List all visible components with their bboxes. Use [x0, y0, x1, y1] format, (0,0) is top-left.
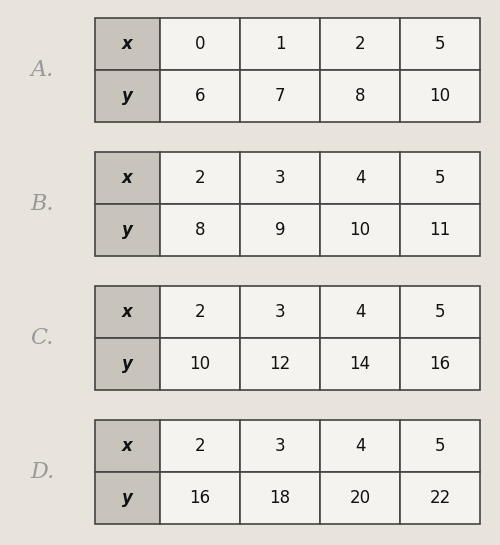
- Text: 5: 5: [435, 35, 446, 53]
- Bar: [240, 420, 320, 472]
- Text: 2: 2: [194, 303, 205, 321]
- Bar: [95, 472, 160, 524]
- Text: C.: C.: [30, 327, 54, 349]
- Text: 10: 10: [430, 87, 450, 105]
- Text: 5: 5: [435, 169, 446, 187]
- Bar: [240, 204, 320, 256]
- Text: 8: 8: [195, 221, 205, 239]
- Bar: [160, 204, 240, 256]
- Bar: [320, 204, 400, 256]
- Text: x: x: [122, 169, 133, 187]
- Bar: [160, 286, 240, 338]
- Bar: [320, 338, 400, 390]
- Text: 4: 4: [355, 303, 365, 321]
- Bar: [400, 286, 480, 338]
- Text: 10: 10: [190, 355, 210, 373]
- Bar: [95, 204, 160, 256]
- Bar: [95, 286, 160, 338]
- Text: 2: 2: [194, 169, 205, 187]
- Bar: [240, 286, 320, 338]
- Bar: [95, 70, 160, 122]
- Text: y: y: [122, 221, 133, 239]
- Bar: [240, 472, 320, 524]
- Bar: [400, 204, 480, 256]
- Bar: [95, 152, 160, 204]
- Text: 3: 3: [274, 437, 285, 455]
- Text: 9: 9: [275, 221, 285, 239]
- Text: 2: 2: [354, 35, 366, 53]
- Text: y: y: [122, 87, 133, 105]
- Text: 4: 4: [355, 169, 365, 187]
- Text: 1: 1: [274, 35, 285, 53]
- Bar: [160, 18, 240, 70]
- Text: B.: B.: [30, 193, 54, 215]
- Text: 14: 14: [350, 355, 370, 373]
- Text: 6: 6: [195, 87, 205, 105]
- Bar: [160, 472, 240, 524]
- Bar: [240, 70, 320, 122]
- Text: 8: 8: [355, 87, 365, 105]
- Bar: [160, 70, 240, 122]
- Text: D.: D.: [30, 461, 54, 483]
- Bar: [400, 472, 480, 524]
- Text: 4: 4: [355, 437, 365, 455]
- Bar: [240, 152, 320, 204]
- Text: x: x: [122, 35, 133, 53]
- Bar: [160, 338, 240, 390]
- Bar: [240, 338, 320, 390]
- Bar: [95, 420, 160, 472]
- Bar: [320, 152, 400, 204]
- Bar: [320, 18, 400, 70]
- Bar: [400, 338, 480, 390]
- Text: 18: 18: [270, 489, 290, 507]
- Text: x: x: [122, 303, 133, 321]
- Text: 3: 3: [274, 169, 285, 187]
- Bar: [320, 286, 400, 338]
- Text: 20: 20: [350, 489, 370, 507]
- Bar: [95, 18, 160, 70]
- Text: y: y: [122, 355, 133, 373]
- Bar: [320, 70, 400, 122]
- Bar: [400, 18, 480, 70]
- Text: 12: 12: [270, 355, 290, 373]
- Bar: [320, 420, 400, 472]
- Text: 7: 7: [275, 87, 285, 105]
- Bar: [400, 70, 480, 122]
- Bar: [160, 420, 240, 472]
- Text: A.: A.: [30, 59, 54, 81]
- Text: 10: 10: [350, 221, 370, 239]
- Bar: [400, 420, 480, 472]
- Bar: [95, 338, 160, 390]
- Text: y: y: [122, 489, 133, 507]
- Bar: [160, 152, 240, 204]
- Bar: [240, 18, 320, 70]
- Bar: [320, 472, 400, 524]
- Text: 11: 11: [430, 221, 450, 239]
- Text: 16: 16: [190, 489, 210, 507]
- Text: 0: 0: [195, 35, 205, 53]
- Text: 2: 2: [194, 437, 205, 455]
- Text: 3: 3: [274, 303, 285, 321]
- Text: 5: 5: [435, 437, 446, 455]
- Bar: [400, 152, 480, 204]
- Text: 22: 22: [430, 489, 450, 507]
- Text: 16: 16: [430, 355, 450, 373]
- Text: x: x: [122, 437, 133, 455]
- Text: 5: 5: [435, 303, 446, 321]
